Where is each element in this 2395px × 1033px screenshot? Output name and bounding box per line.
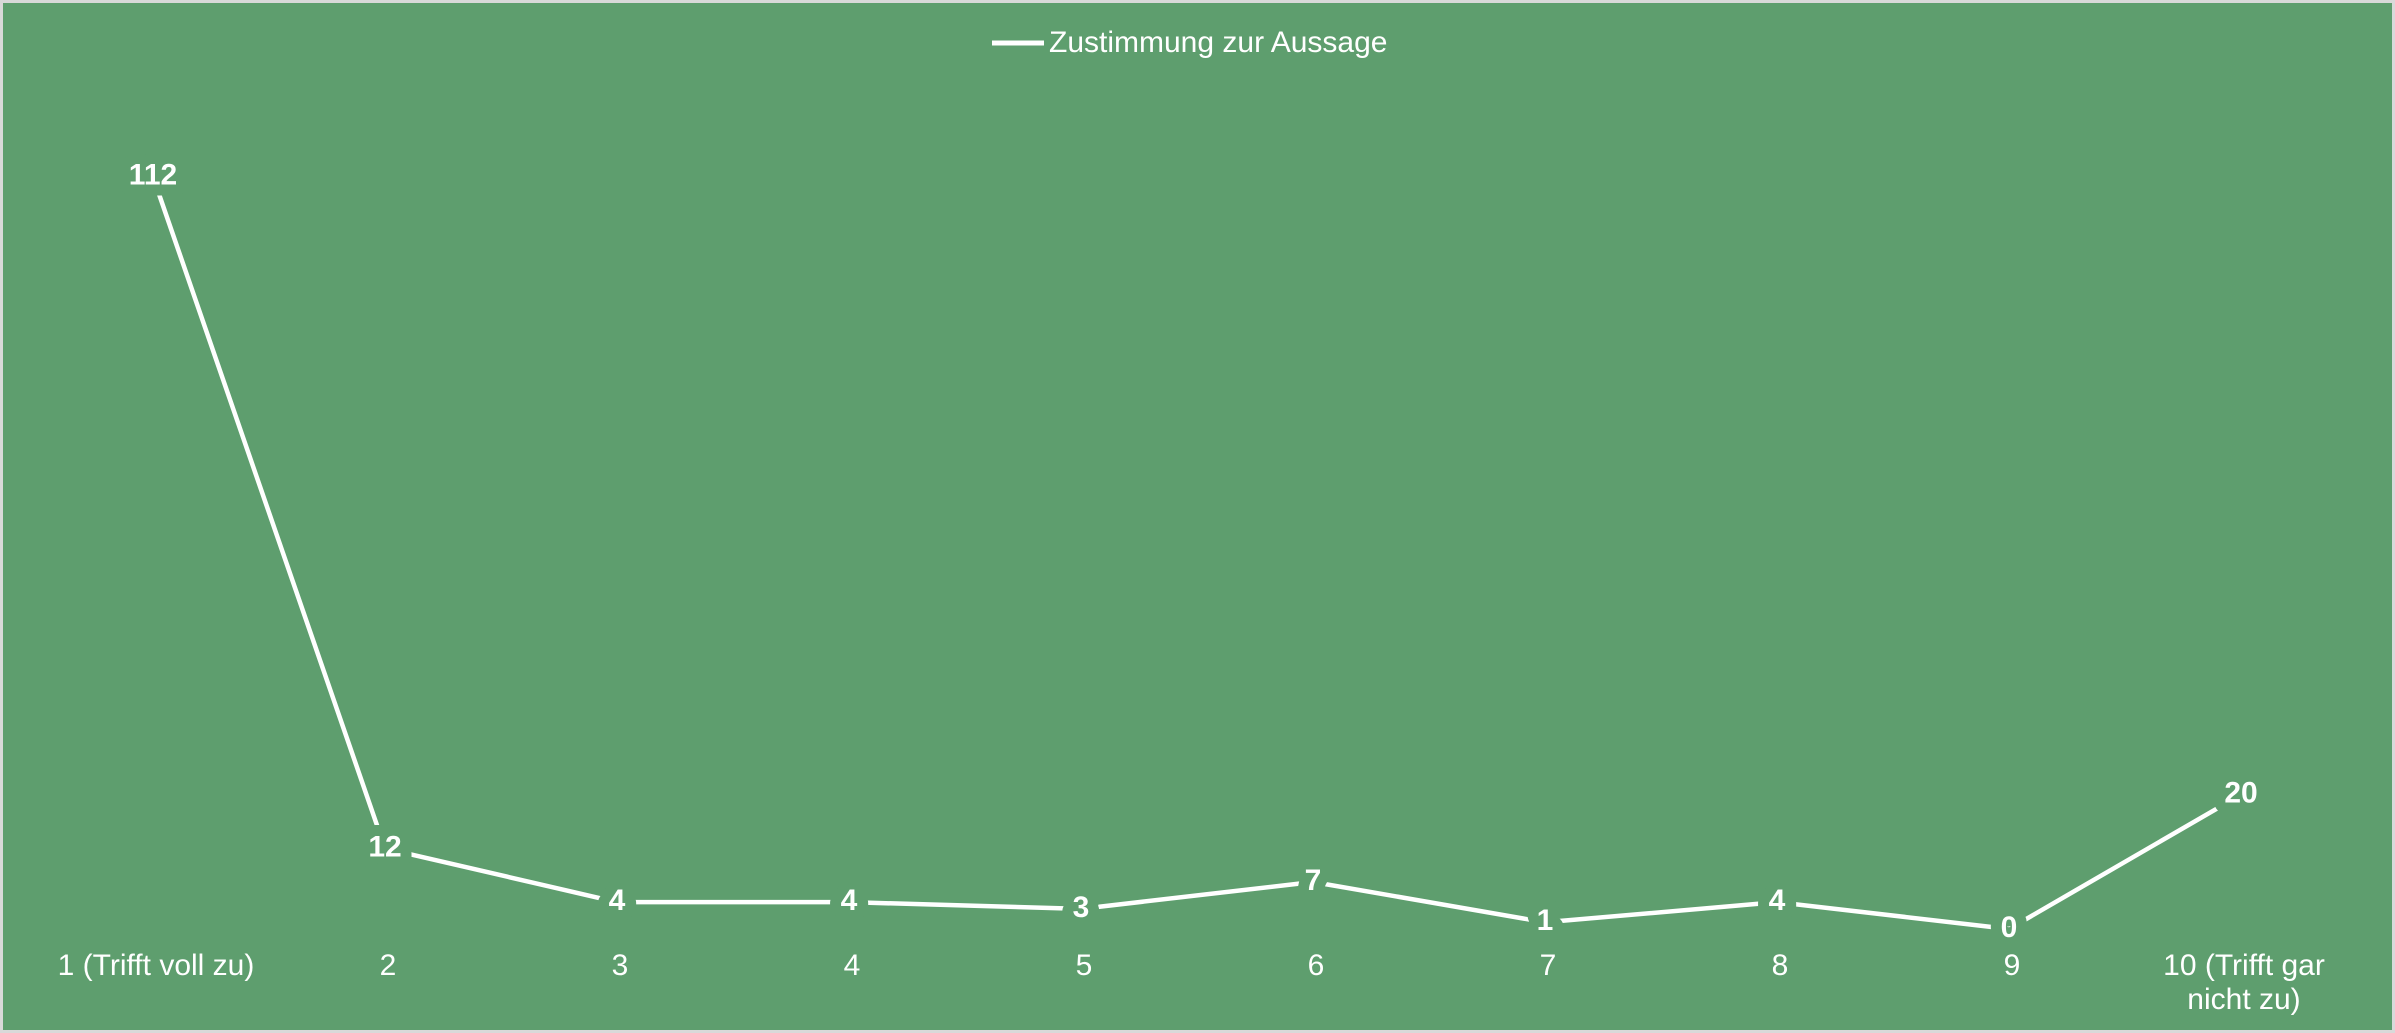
x-tick-label: 6 bbox=[1307, 949, 1325, 982]
line bbox=[150, 175, 2243, 932]
data-label: 1 bbox=[1537, 904, 1554, 937]
data-label: 4 bbox=[609, 884, 626, 917]
x-tick-label: 4 bbox=[843, 949, 861, 982]
data-label: 3 bbox=[1073, 891, 1090, 924]
x-tick-label: 9 bbox=[2003, 949, 2021, 982]
legend-label: Zustimmung zur Aussage bbox=[1049, 26, 1387, 59]
data-label: 112 bbox=[129, 159, 177, 192]
x-tick-label: 10 (Trifft gar nicht zu) bbox=[2163, 949, 2325, 1016]
x-tick-label: 2 bbox=[379, 949, 397, 982]
data-label: 0 bbox=[2001, 911, 2018, 944]
data-label: 12 bbox=[368, 830, 401, 863]
x-tick-label: 5 bbox=[1075, 949, 1093, 982]
x-tick-label: 7 bbox=[1539, 949, 1557, 982]
x-tick-label: 8 bbox=[1771, 949, 1789, 982]
x-tick-label: 3 bbox=[611, 949, 629, 982]
background bbox=[3, 3, 2392, 1030]
chart: Zustimmung zur Aussage 112 12 4 4 3 7 1 4 0 20 bbox=[3, 3, 2392, 1030]
data-label: 4 bbox=[1769, 884, 1786, 917]
data-label: 7 bbox=[1305, 864, 1322, 897]
data-label: 4 bbox=[841, 884, 858, 917]
data-label: 20 bbox=[2224, 777, 2257, 810]
x-tick-label: 1 (Trifft voll zu) bbox=[57, 949, 255, 982]
